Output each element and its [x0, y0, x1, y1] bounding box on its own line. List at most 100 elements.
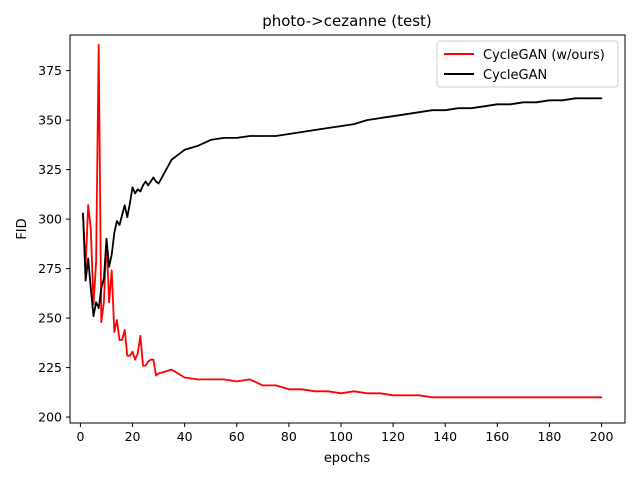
data-point: [183, 149, 186, 151]
data-point: [327, 127, 329, 129]
x-tick-label: 120: [381, 429, 405, 444]
data-point: [110, 253, 113, 256]
data-point: [142, 184, 144, 187]
data-point: [97, 307, 100, 310]
data-point: [275, 384, 277, 387]
x-tick-label: 180: [538, 429, 562, 444]
data-point: [301, 131, 303, 133]
y-tick-label: 375: [38, 63, 62, 78]
data-point: [116, 319, 118, 321]
y-tick-label: 350: [38, 113, 62, 128]
x-tick-label: 140: [433, 429, 457, 444]
data-point: [116, 220, 118, 222]
data-point: [84, 279, 87, 282]
data-point: [548, 396, 551, 399]
data-point: [113, 232, 116, 234]
y-axis-label: FID: [15, 218, 30, 239]
data-point: [535, 101, 538, 104]
data-point: [444, 109, 447, 111]
data-point: [108, 265, 110, 268]
data-point: [418, 111, 421, 113]
data-point: [131, 350, 134, 353]
data-point: [152, 176, 155, 179]
series-line-cyclegan: [82, 97, 602, 318]
data-point: [110, 269, 113, 272]
legend-label-cyclegan-ours: CycleGAN (w/ours): [483, 48, 605, 63]
data-point: [405, 113, 407, 115]
y-tick-label: 250: [38, 311, 62, 326]
data-point: [87, 204, 89, 206]
data-point: [155, 180, 157, 183]
data-point: [457, 107, 460, 109]
legend-label-cyclegan: CycleGAN: [483, 68, 547, 83]
data-point: [275, 135, 277, 137]
data-point: [457, 396, 460, 399]
data-point: [431, 396, 434, 399]
data-point: [170, 158, 173, 161]
data-point: [150, 358, 152, 361]
x-tick-label: 80: [281, 429, 297, 444]
data-point: [139, 335, 142, 337]
data-point: [97, 44, 100, 46]
data-point: [123, 329, 126, 331]
legend: CycleGAN (w/ours) CycleGAN: [436, 40, 619, 88]
data-point: [209, 139, 212, 141]
data-point: [129, 354, 131, 357]
data-point: [121, 339, 123, 341]
data-point: [379, 117, 381, 119]
x-tick-label: 160: [485, 429, 509, 444]
data-point: [118, 339, 121, 341]
data-point: [288, 388, 290, 391]
data-point: [236, 137, 238, 139]
data-point: [100, 287, 103, 290]
data-point: [100, 321, 103, 323]
x-tick-label: 200: [590, 429, 614, 444]
data-point: [314, 129, 316, 131]
data-point: [183, 376, 186, 379]
data-point: [600, 396, 603, 399]
data-point: [444, 396, 447, 399]
data-point: [249, 378, 251, 381]
data-point: [95, 301, 97, 304]
data-point: [236, 380, 238, 383]
data-point: [134, 192, 136, 195]
data-point: [144, 364, 147, 367]
data-point: [155, 374, 157, 377]
data-point: [470, 396, 473, 399]
x-tick-label: 60: [229, 429, 245, 444]
data-point: [262, 384, 264, 387]
data-point: [108, 301, 110, 304]
data-point: [431, 109, 434, 111]
data-point: [522, 396, 525, 399]
x-axis: 0 20 40 60 80 100 120 140 160 180 200: [76, 423, 614, 444]
data-point: [600, 97, 603, 100]
data-point: [509, 103, 512, 106]
data-point: [82, 212, 84, 214]
data-point: [196, 378, 199, 381]
y-tick-label: 275: [38, 261, 62, 276]
data-point: [142, 364, 144, 367]
series-layer: [82, 44, 603, 399]
data-point: [483, 396, 486, 399]
data-point: [139, 190, 142, 193]
series-line-cyclegan-ours: [82, 44, 602, 399]
x-tick-label: 40: [177, 429, 193, 444]
data-point: [262, 135, 264, 137]
data-point: [147, 184, 149, 187]
data-point: [366, 119, 368, 121]
data-point: [249, 135, 251, 137]
data-point: [222, 137, 225, 139]
data-point: [288, 133, 290, 135]
data-point: [561, 99, 564, 102]
data-point: [90, 228, 92, 230]
data-point: [353, 390, 355, 393]
data-point: [103, 277, 105, 280]
data-point: [170, 368, 173, 371]
data-point: [95, 261, 97, 264]
data-point: [587, 97, 590, 100]
data-point: [327, 390, 329, 393]
x-tick-label: 100: [329, 429, 353, 444]
data-point: [131, 186, 134, 189]
y-tick-label: 325: [38, 162, 62, 177]
data-point: [574, 97, 577, 100]
